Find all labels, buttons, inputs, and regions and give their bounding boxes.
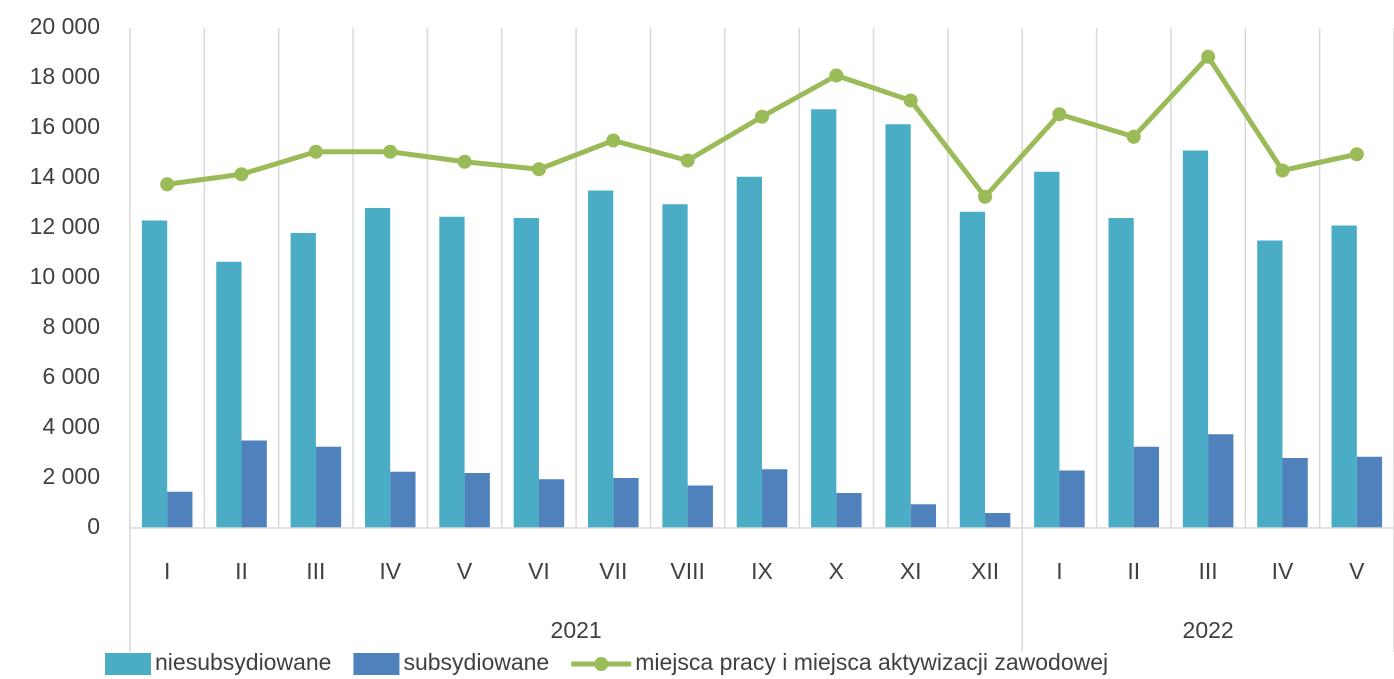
bar [141,220,168,528]
x-tick-label: I [164,558,170,584]
x-tick-label: VII [599,558,627,584]
bar [836,493,862,528]
bar [290,233,316,528]
bar [464,473,490,528]
line-marker [903,93,918,108]
x-tick-label: II [235,558,248,584]
bar [1282,458,1308,528]
y-tick-label: 18 000 [30,63,100,89]
y-tick-label: 14 000 [30,163,100,189]
bar [439,216,465,528]
bar [613,478,639,528]
y-tick-label: 16 000 [30,113,100,139]
bar [364,208,391,528]
bar [1331,225,1357,528]
line-marker [606,133,621,148]
x-tick-label: III [1199,558,1218,584]
y-tick-label: 8 000 [42,313,100,339]
y-tick-label: 2 000 [42,463,100,489]
bar [241,440,267,528]
line [166,54,1358,200]
y-tick-label: 12 000 [30,213,100,239]
line-marker [978,189,993,204]
bar [167,491,193,528]
legend-swatch [105,653,151,675]
line-marker [383,144,398,159]
bar [1059,470,1085,528]
bar [762,469,788,528]
x-tick-label: VI [528,558,550,584]
legend-marker [594,657,609,671]
y-tick-label: 20 000 [30,13,100,39]
bar [513,218,539,528]
x-tick-label: V [457,558,473,584]
line-marker [234,167,249,182]
bar [1208,434,1234,528]
line-marker [308,144,323,159]
bar [1133,446,1160,528]
line-marker [457,154,472,169]
line-marker [1052,107,1067,122]
x-tick-label: IX [751,558,773,584]
group-label: 2022 [1183,617,1234,643]
bar [1182,150,1209,528]
bar [1356,456,1383,528]
y-tick-label: 4 000 [42,413,100,439]
y-tick-label: 6 000 [42,363,100,389]
x-tick-label: IV [379,558,401,584]
bar [315,446,342,528]
bar [588,190,614,528]
bar [959,211,986,528]
bar [811,109,837,528]
line-marker [680,153,695,168]
line-marker [1126,129,1141,144]
group-label: 2021 [551,617,602,643]
x-tick-label: XII [971,558,999,584]
line-marker [829,68,844,83]
y-tick-label: 0 [87,513,100,539]
bar [216,261,242,528]
x-tick-label: XI [900,558,922,584]
line-marker [1349,147,1364,162]
line-marker [1201,49,1216,64]
bar [736,176,762,528]
bar [885,124,911,528]
line-marker [755,109,769,124]
bar [910,504,936,528]
x-tick-label: III [306,558,325,584]
bar [390,471,416,528]
x-tick-label: I [1056,558,1062,584]
x-tick-label: II [1127,558,1140,584]
bar [662,204,688,528]
x-tick-label: VIII [670,558,705,584]
x-tick-label: IV [1272,558,1294,584]
line-marker [1275,163,1290,178]
legend-label: niesubsydiowane [155,649,331,675]
bar [1257,240,1283,528]
bar [687,485,713,528]
bar [1034,171,1060,528]
bar [538,479,565,528]
x-tick-label: X [829,558,844,584]
bar [985,513,1011,528]
legend-label: subsydiowane [403,649,549,675]
x-tick-label: V [1349,558,1365,584]
legend-label: miejsca pracy i miejsca aktywizacji zawo… [635,649,1108,675]
bar [1108,218,1134,528]
y-tick-label: 10 000 [30,263,100,289]
line-marker [531,162,546,177]
line-marker [160,177,175,192]
legend-swatch [353,653,400,675]
